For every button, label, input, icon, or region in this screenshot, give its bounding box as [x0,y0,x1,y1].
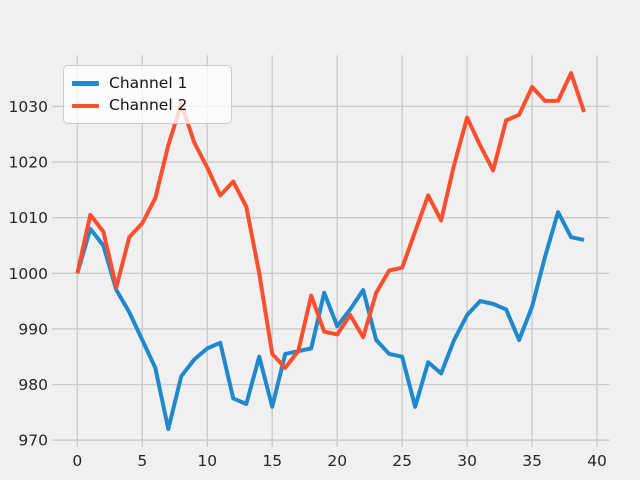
x-tick-label: 35 [522,452,542,470]
x-tick-label: 5 [137,452,147,470]
x-tick-label: 30 [457,452,477,470]
legend-item-channel-2: Channel 2 [72,95,231,117]
y-tick-label: 1020 [9,154,48,172]
y-tick-label: 990 [18,320,48,338]
legend-label-channel-1: Channel 1 [109,73,188,92]
x-tick-label: 10 [197,452,217,470]
legend-item-channel-1: Channel 1 [72,72,231,94]
x-tick-label: 40 [587,452,607,470]
x-tick-label: 15 [262,452,282,470]
y-tick-label: 1000 [9,265,48,283]
y-tick-label: 1010 [9,209,48,227]
channel-1-line [75,210,585,431]
x-tick-label: 20 [327,452,347,470]
y-tick-label: 980 [18,376,48,394]
y-tick-label: 970 [18,432,48,450]
channel-2-line [75,71,586,370]
legend: Channel 1 Channel 2 [63,65,232,124]
x-tick-label: 25 [392,452,412,470]
legend-swatch-channel-1-icon [72,81,99,86]
y-tick-label: 1030 [9,98,48,116]
x-tick-label: 0 [72,452,82,470]
legend-label-channel-2: Channel 2 [109,96,188,114]
legend-swatch-channel-2-icon [72,103,99,108]
